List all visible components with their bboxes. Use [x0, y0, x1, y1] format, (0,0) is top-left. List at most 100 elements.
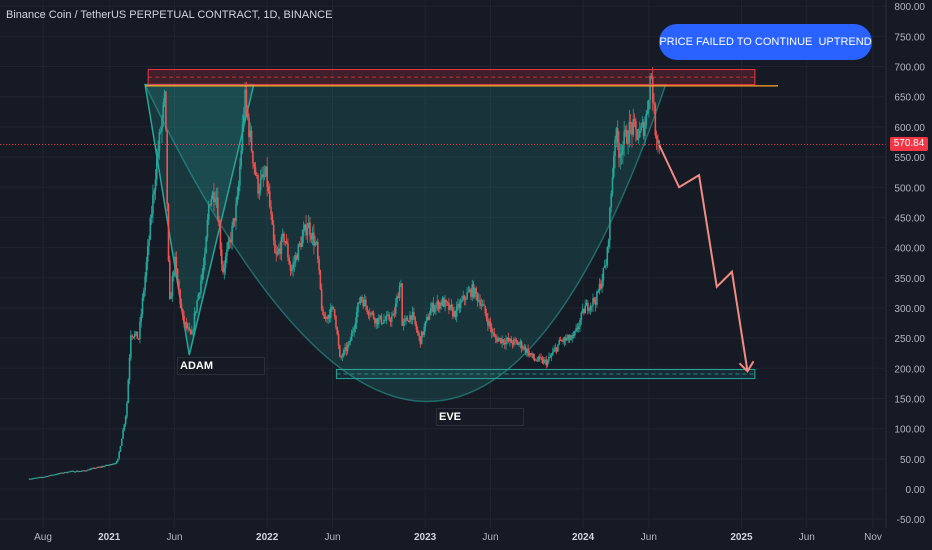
candle-body [540, 357, 542, 359]
candle-body [657, 139, 659, 144]
candle-body [437, 301, 440, 309]
candle-body [365, 299, 367, 307]
candle-body [526, 348, 528, 353]
candle-body [505, 340, 507, 345]
candle-body [566, 338, 568, 341]
candle-body [494, 336, 497, 339]
candle-body [32, 478, 35, 480]
candle-body [471, 284, 474, 297]
candle-body [518, 343, 520, 345]
candle-body [49, 474, 52, 476]
candle-body [183, 315, 185, 324]
candle-body [249, 130, 252, 138]
candle-body [440, 302, 442, 306]
candle-body [66, 472, 69, 474]
y-tick-label: 500.00 [894, 183, 925, 194]
candle-body [593, 298, 596, 302]
candle-body [641, 122, 644, 126]
candle-body [210, 199, 213, 205]
candle-body [476, 293, 479, 302]
candle-body [514, 339, 516, 341]
candle-body [92, 467, 94, 469]
candle-body [294, 255, 297, 262]
candle-body [401, 283, 403, 326]
candle-body [558, 339, 561, 345]
candle-body [516, 341, 519, 345]
candle-body [389, 319, 392, 322]
candle-body [268, 191, 271, 207]
candle-body [429, 308, 432, 316]
candle-body [235, 203, 237, 222]
candle-body [651, 77, 654, 104]
candle-body [568, 335, 571, 341]
x-tick-label: Jun [324, 532, 340, 543]
candle-body [123, 424, 126, 430]
candle-body [375, 318, 378, 324]
candle-body [236, 195, 239, 204]
chart-title: Binance Coin / TetherUS PERPETUAL CONTRA… [6, 9, 333, 21]
candle-body [419, 336, 422, 345]
candle-body [41, 477, 44, 479]
callout-bubble: PRICE FAILED TO CONTINUE UPTREND [659, 24, 872, 60]
candle-body [352, 331, 354, 334]
candle-body [620, 153, 623, 155]
candle-body [52, 474, 54, 476]
candle-body [614, 139, 616, 157]
candle-body [204, 253, 206, 266]
candle-body [33, 477, 36, 479]
candle-body [446, 302, 449, 304]
candle-body [370, 312, 372, 315]
candle-body [61, 472, 63, 474]
candle-body [237, 185, 240, 196]
candle-body [44, 476, 46, 478]
candle-body [439, 302, 441, 309]
candle-body [492, 332, 494, 334]
candle-body [306, 228, 309, 236]
candle-body [143, 290, 145, 298]
candle-body [122, 429, 124, 439]
candle-body [69, 471, 71, 473]
candle-body [89, 468, 92, 470]
price-axis[interactable]: -50.00 0.00 50.00 100.00 150.00 200.00 250.00 3… [885, 0, 926, 528]
candle-body [435, 305, 437, 309]
candle-body [149, 217, 152, 240]
candle-body [410, 315, 413, 320]
y-tick-label: 650.00 [894, 93, 925, 104]
candle-body [487, 318, 489, 326]
candle-body [416, 329, 419, 334]
candle-body [324, 316, 327, 319]
candle-body [83, 470, 85, 472]
time-axis[interactable]: Aug 2021 Jun 2022 Jun 2023 Jun 2024 Jun 2025 Jun No… [34, 532, 882, 543]
y-tick-label: 300.00 [894, 304, 925, 315]
candle-body [567, 335, 570, 339]
candle-body [254, 167, 257, 175]
x-tick-label: 2023 [414, 532, 437, 543]
candle-body [253, 163, 255, 168]
candle-body [271, 214, 274, 225]
candle-body [288, 257, 291, 265]
candle-body [461, 299, 463, 302]
candle-body [349, 340, 352, 342]
candle-body [436, 301, 439, 306]
candle-body [285, 241, 288, 244]
candle-body [292, 263, 294, 270]
candle-body [87, 469, 89, 471]
candle-body [406, 317, 409, 321]
candle-body [118, 451, 120, 459]
candle-body [124, 416, 127, 425]
candle-body [480, 304, 483, 306]
candle-body [585, 302, 588, 306]
candle-body [85, 470, 88, 472]
candle-body [388, 314, 390, 320]
y-tick-label: -50.00 [897, 515, 926, 526]
candle-body [276, 251, 279, 255]
candle-body [43, 476, 45, 478]
candle-body [79, 471, 82, 473]
candle-body [194, 311, 197, 314]
candle-body [618, 142, 620, 158]
candle-body [510, 338, 513, 343]
candle-body [326, 316, 328, 319]
candle-body [376, 318, 379, 325]
candle-body [341, 355, 344, 357]
